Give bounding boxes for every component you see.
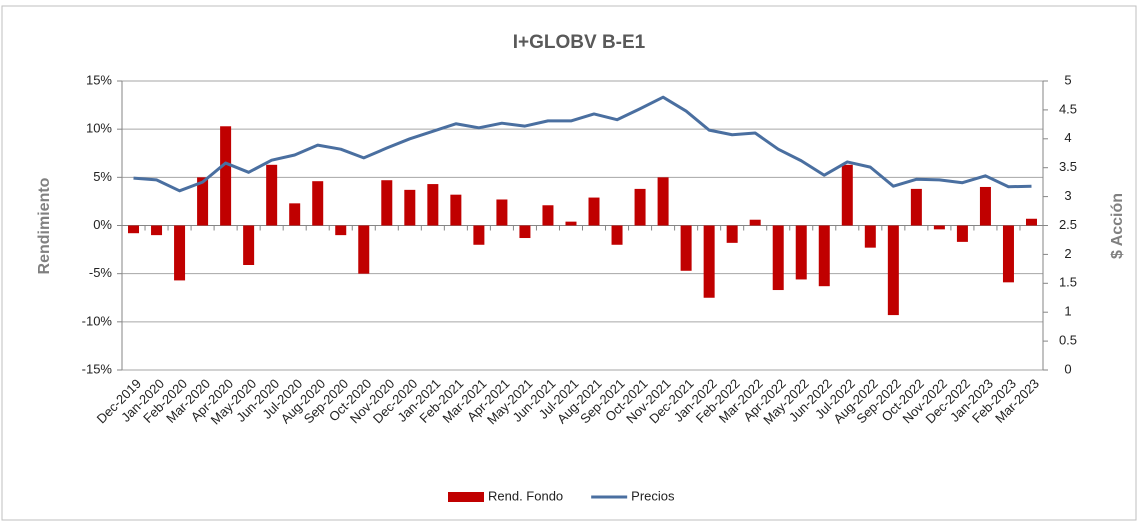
bar — [841, 164, 853, 226]
bar — [956, 225, 968, 242]
bar — [565, 221, 577, 226]
y2-tick-label: 0 — [1064, 361, 1071, 376]
bar — [243, 225, 255, 265]
bar — [312, 181, 324, 226]
y2-tick-label: 0.5 — [1059, 333, 1077, 348]
chart-frame — [1, 5, 1137, 521]
y-tick-label: 5% — [93, 169, 112, 184]
y2-tick-label: 3.5 — [1059, 159, 1077, 174]
y2-tick-label: 1.5 — [1059, 275, 1077, 290]
bar — [151, 225, 163, 236]
chart-title: I+GLOBV B-E1 — [513, 32, 646, 53]
y-tick-label: -5% — [89, 265, 113, 280]
y2-tick-label: 5 — [1064, 72, 1071, 87]
y2-tick-label: 2.5 — [1059, 217, 1077, 232]
y2-axis-title: $ Acción — [1109, 193, 1126, 259]
y-axis-title: Rendimiento — [36, 177, 53, 274]
bar — [933, 225, 945, 230]
bar — [450, 194, 462, 226]
y-tick-label: -10% — [82, 313, 113, 328]
bar — [864, 225, 876, 248]
bar — [611, 225, 623, 245]
y-tick-label: 15% — [86, 72, 112, 87]
bar — [703, 225, 715, 298]
bar — [496, 199, 508, 226]
bar — [887, 225, 899, 316]
bar — [657, 177, 669, 226]
y-tick-label: 0% — [93, 217, 112, 232]
y2-tick-label: 3 — [1064, 188, 1071, 203]
bar — [358, 225, 370, 274]
legend-swatch — [448, 492, 484, 502]
bar — [128, 225, 140, 234]
legend-label: Rend. Fondo — [488, 488, 563, 503]
y-tick-label: -15% — [82, 361, 113, 376]
y2-tick-label: 4.5 — [1059, 101, 1077, 116]
bar — [427, 184, 439, 226]
bar — [749, 219, 761, 226]
price-line — [133, 95, 1032, 193]
bar — [174, 225, 186, 281]
bar — [680, 225, 692, 271]
bar — [266, 164, 278, 226]
bar — [726, 225, 738, 243]
bar — [795, 225, 807, 280]
bar — [634, 188, 646, 226]
bar — [519, 225, 531, 239]
bar — [473, 225, 485, 245]
bar — [772, 225, 784, 291]
bar — [381, 180, 393, 226]
bar — [818, 225, 830, 287]
bar — [404, 189, 416, 226]
bar — [910, 188, 922, 226]
bar — [542, 205, 554, 226]
legend-label: Precios — [631, 488, 675, 503]
y2-tick-label: 1 — [1064, 304, 1071, 319]
bar — [197, 177, 209, 226]
bar — [1025, 218, 1037, 226]
bar — [335, 225, 347, 236]
bar — [588, 197, 600, 226]
bar — [289, 203, 301, 226]
y-tick-label: 10% — [86, 121, 112, 136]
bar — [979, 186, 991, 226]
bar — [1002, 225, 1014, 283]
y2-tick-label: 4 — [1064, 130, 1071, 145]
bar — [220, 126, 232, 226]
y2-tick-label: 2 — [1064, 246, 1071, 261]
